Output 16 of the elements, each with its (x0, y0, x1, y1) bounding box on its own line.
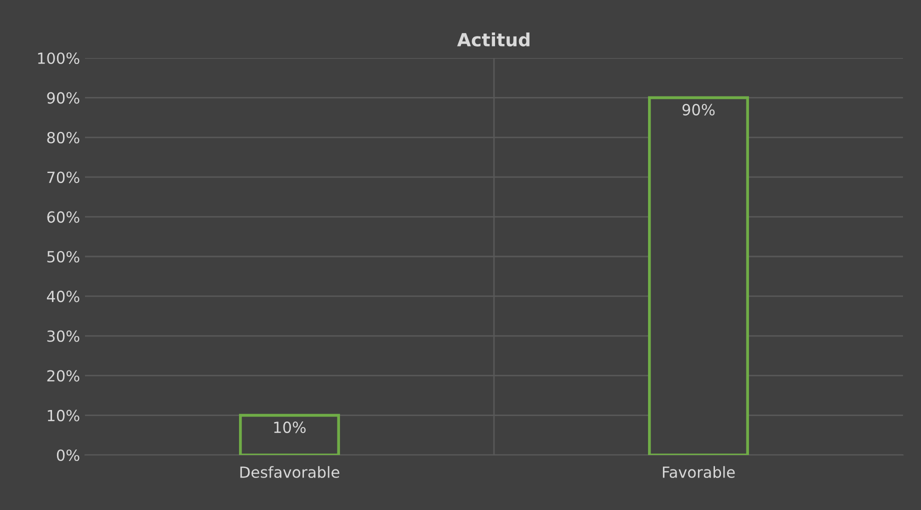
y-tick-label: 50% (47, 250, 80, 263)
y-tick-label: 0% (56, 449, 80, 462)
text: 90% (682, 104, 715, 116)
y-tick-label: 30% (47, 330, 80, 342)
x-tick-label: Desfavorable (240, 466, 340, 478)
x-tick-label: Favorable (662, 466, 735, 478)
y-tick-label: 10% (48, 410, 80, 422)
y-tick-label: 100% (38, 52, 80, 64)
y-tick-label: 40% (46, 290, 80, 302)
chart-title: Actitud (457, 32, 530, 46)
text: 10% (274, 422, 306, 434)
y-tick-label: 60% (47, 211, 80, 223)
y-tick-label: 90% (47, 92, 80, 104)
y-tick-label: 20% (47, 370, 80, 382)
y-tick-label: 80% (47, 132, 80, 144)
y-tick-label: 70% (47, 172, 80, 184)
